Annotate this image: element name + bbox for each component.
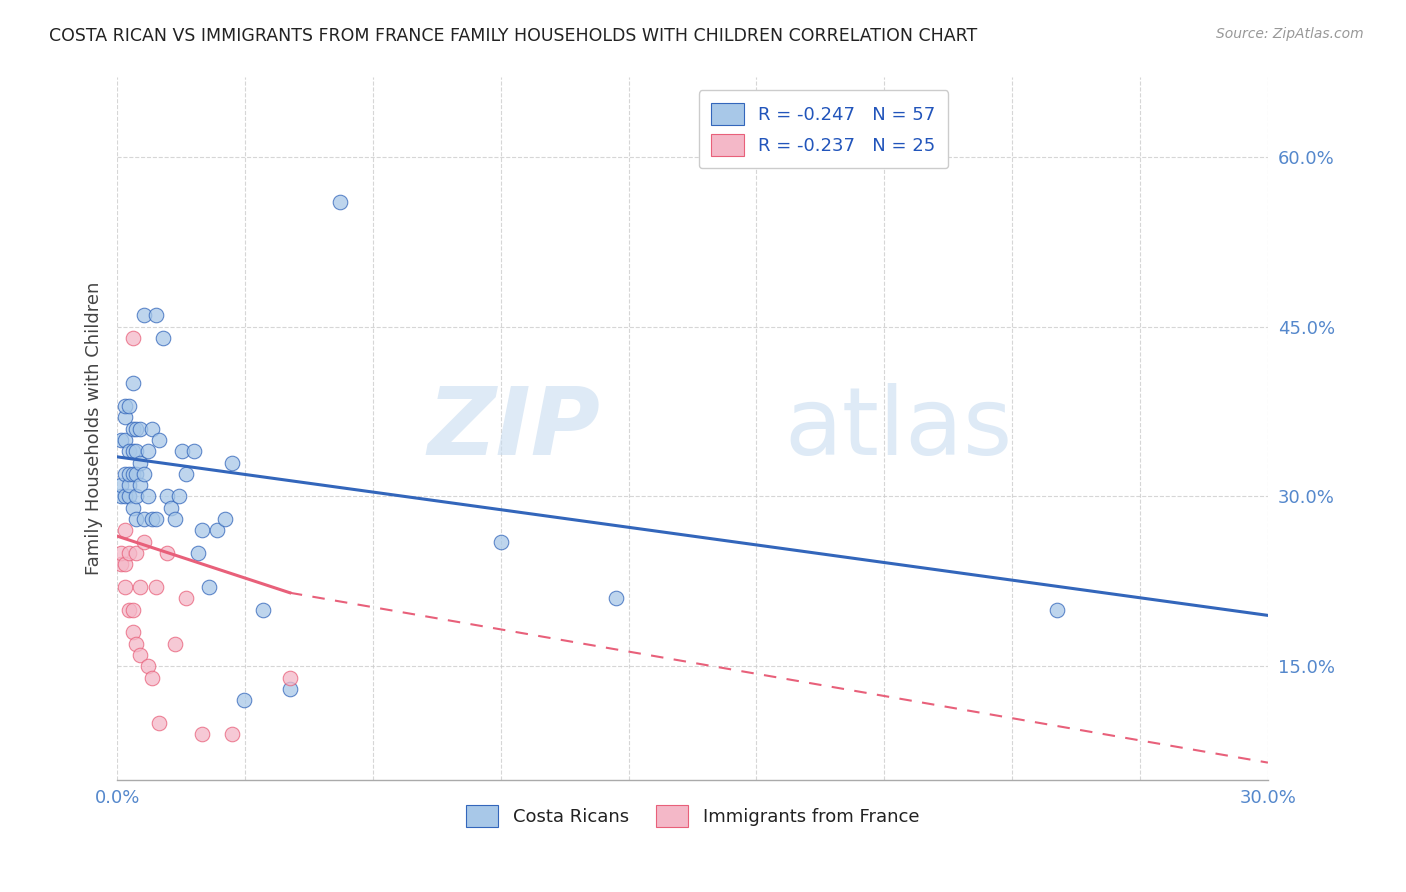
Point [114, 490, 136, 504]
Point [121, 421, 143, 435]
Point [121, 500, 143, 515]
Point [1046, 603, 1069, 617]
Point [145, 580, 167, 594]
Text: ZIP: ZIP [427, 383, 600, 475]
Point [489, 534, 512, 549]
Point [190, 727, 212, 741]
Point [125, 512, 148, 526]
Point [110, 490, 132, 504]
Point [252, 603, 274, 617]
Point [136, 490, 159, 504]
Text: COSTA RICAN VS IMMIGRANTS FROM FRANCE FAMILY HOUSEHOLDS WITH CHILDREN CORRELATIO: COSTA RICAN VS IMMIGRANTS FROM FRANCE FA… [49, 27, 977, 45]
Point [118, 444, 141, 458]
Point [232, 693, 254, 707]
Point [190, 524, 212, 538]
Point [136, 659, 159, 673]
Point [125, 421, 148, 435]
Point [329, 194, 352, 209]
Point [121, 467, 143, 481]
Point [160, 500, 183, 515]
Point [221, 727, 243, 741]
Point [221, 456, 243, 470]
Point [174, 591, 197, 606]
Point [156, 490, 179, 504]
Point [121, 331, 143, 345]
Point [278, 671, 301, 685]
Point [121, 376, 143, 391]
Point [141, 512, 163, 526]
Point [145, 512, 167, 526]
Point [118, 603, 141, 617]
Point [110, 546, 132, 560]
Text: Source: ZipAtlas.com: Source: ZipAtlas.com [1216, 27, 1364, 41]
Point [125, 637, 148, 651]
Point [129, 648, 152, 662]
Point [132, 467, 155, 481]
Point [125, 546, 148, 560]
Point [187, 546, 209, 560]
Point [129, 478, 152, 492]
Point [278, 681, 301, 696]
Point [118, 399, 141, 413]
Point [129, 421, 152, 435]
Point [114, 410, 136, 425]
Point [118, 490, 141, 504]
Point [198, 580, 221, 594]
Point [214, 512, 236, 526]
Point [118, 546, 141, 560]
Legend: Costa Ricans, Immigrants from France: Costa Ricans, Immigrants from France [458, 797, 927, 834]
Point [121, 444, 143, 458]
Point [118, 467, 141, 481]
Point [172, 444, 194, 458]
Point [141, 671, 163, 685]
Point [110, 478, 132, 492]
Point [129, 456, 152, 470]
Point [125, 467, 148, 481]
Text: atlas: atlas [785, 383, 1012, 475]
Point [125, 490, 148, 504]
Point [167, 490, 190, 504]
Point [136, 444, 159, 458]
Point [145, 308, 167, 322]
Point [114, 433, 136, 447]
Point [118, 478, 141, 492]
Point [163, 637, 186, 651]
Point [114, 399, 136, 413]
Point [132, 512, 155, 526]
Point [129, 580, 152, 594]
Point [152, 331, 174, 345]
Point [114, 524, 136, 538]
Point [121, 625, 143, 640]
Point [114, 467, 136, 481]
Point [125, 444, 148, 458]
Point [121, 603, 143, 617]
Point [174, 467, 197, 481]
Point [114, 580, 136, 594]
Point [156, 546, 179, 560]
Point [110, 433, 132, 447]
Point [110, 558, 132, 572]
Point [205, 524, 228, 538]
Point [132, 534, 155, 549]
Point [141, 421, 163, 435]
Point [114, 558, 136, 572]
Point [148, 433, 170, 447]
Point [148, 716, 170, 731]
Point [605, 591, 627, 606]
Point [163, 512, 186, 526]
Y-axis label: Family Households with Children: Family Households with Children [86, 282, 103, 575]
Point [183, 444, 205, 458]
Point [132, 308, 155, 322]
